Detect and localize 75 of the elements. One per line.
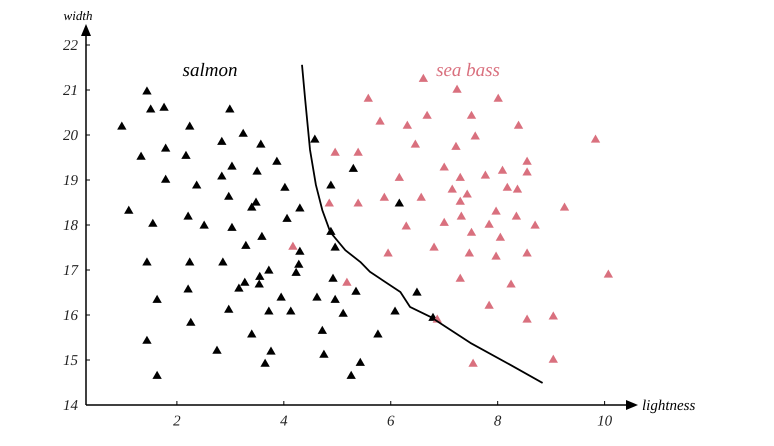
point xyxy=(548,354,558,363)
point xyxy=(383,248,393,257)
point xyxy=(502,182,512,191)
point xyxy=(494,94,503,102)
y-tick-label: 22 xyxy=(63,38,78,54)
point xyxy=(452,84,462,93)
point xyxy=(604,270,614,278)
point xyxy=(466,228,476,236)
x-tick-label: 10 xyxy=(597,414,613,430)
y-tick-label: 16 xyxy=(63,308,78,324)
point xyxy=(330,148,340,156)
point xyxy=(429,242,439,251)
x-tick-label: 6 xyxy=(387,414,395,430)
x-tick-label: 4 xyxy=(280,414,288,430)
x-tick-label: 2 xyxy=(173,414,182,430)
point xyxy=(402,221,411,230)
point xyxy=(451,142,461,150)
point xyxy=(590,134,600,143)
point xyxy=(402,120,412,129)
line-series xyxy=(301,64,544,384)
point xyxy=(324,198,334,207)
point xyxy=(512,211,522,220)
point xyxy=(466,110,476,119)
point xyxy=(410,139,420,148)
point xyxy=(364,94,373,102)
point xyxy=(498,166,508,174)
point xyxy=(491,206,501,215)
point xyxy=(522,248,532,257)
x-axis-title: lightness xyxy=(642,398,696,414)
point xyxy=(440,218,449,226)
y-tick-label: 17 xyxy=(63,262,80,279)
point xyxy=(522,314,532,323)
point xyxy=(522,167,532,176)
y-tick-label: 14 xyxy=(63,398,78,414)
point xyxy=(342,278,352,286)
point xyxy=(416,192,426,201)
point xyxy=(375,116,385,125)
point xyxy=(468,358,478,367)
point xyxy=(480,170,490,179)
y-axis-title: width xyxy=(64,8,92,23)
point xyxy=(456,196,465,205)
point xyxy=(353,198,363,207)
point xyxy=(548,311,558,320)
point xyxy=(380,192,390,201)
point xyxy=(484,300,494,309)
point xyxy=(514,120,524,129)
series-label: sea bass xyxy=(436,60,500,81)
point xyxy=(448,184,457,193)
point xyxy=(462,189,472,198)
point xyxy=(418,74,428,82)
point xyxy=(440,162,449,171)
y-tick-label: 20 xyxy=(63,128,78,144)
point xyxy=(456,172,465,181)
point xyxy=(512,184,522,193)
point xyxy=(394,172,404,181)
y-tick-label: 18 xyxy=(63,218,78,234)
point xyxy=(353,148,363,156)
point xyxy=(506,279,516,288)
point xyxy=(456,274,465,282)
point xyxy=(456,211,466,220)
y-tick-label: 21 xyxy=(63,82,78,99)
point xyxy=(470,131,480,140)
y-tick-label: 19 xyxy=(63,172,78,189)
y-tick-label: 15 xyxy=(63,352,78,369)
point xyxy=(484,220,494,228)
point xyxy=(491,252,501,260)
point xyxy=(530,220,540,229)
point xyxy=(496,232,506,241)
point xyxy=(288,242,298,250)
point xyxy=(422,110,432,119)
x-tick-label: 8 xyxy=(494,414,502,430)
point xyxy=(560,202,570,211)
point xyxy=(464,248,474,257)
series-label: salmon xyxy=(182,60,238,81)
point xyxy=(522,156,532,165)
